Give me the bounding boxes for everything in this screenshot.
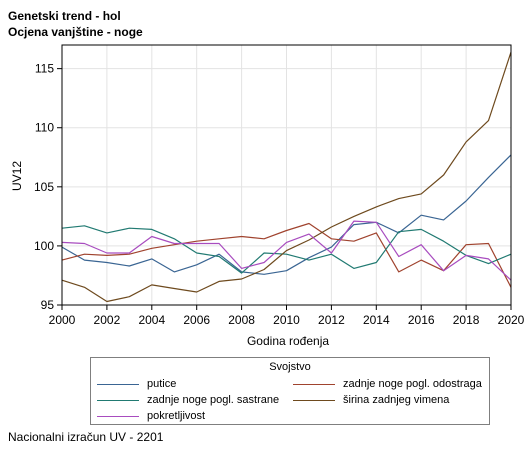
x-tick-label: 2014 [363, 313, 390, 327]
x-tick-label: 2002 [94, 313, 121, 327]
series-line-zadnje-noge-pogl-sastrane [61, 225, 512, 274]
legend-swatch [97, 415, 139, 417]
line-chart: 2000 2002 2004 2006 2008 2010 2012 2014 2016 2018… [10, 44, 525, 348]
x-tick-label: 2000 [49, 313, 76, 327]
legend-label: zadnje noge pogl. odostraga [343, 378, 482, 390]
x-tick-label: 2004 [138, 313, 165, 327]
y-tick-label: 95 [41, 298, 55, 312]
legend-label: pokretljivost [147, 410, 206, 422]
legend: Svojstvo putice zadnje noge pogl. odostra… [90, 357, 490, 425]
x-tick-label: 2006 [183, 313, 210, 327]
legend-swatch [293, 383, 335, 385]
legend-label: putice [147, 378, 177, 390]
series-lines [61, 51, 512, 303]
series-line-pokretljivost [61, 220, 512, 281]
x-axis-label: Godina rođenja [247, 334, 329, 348]
y-tick-label: 100 [34, 239, 54, 253]
grid-lines [61, 45, 512, 306]
footer-note: Nacionalni izračun UV - 2201 [8, 430, 164, 444]
legend-item: širina zadnjeg vimena [293, 394, 449, 406]
x-tick-label: 2016 [408, 313, 435, 327]
legend-label: zadnje noge pogl. sastrane [147, 394, 280, 406]
x-tick-label: 2018 [453, 313, 480, 327]
y-tick-label: 110 [35, 121, 54, 135]
legend-item: pokretljivost [97, 410, 205, 422]
x-tick-label: 2010 [273, 313, 300, 327]
legend-label: širina zadnjeg vimena [343, 394, 450, 406]
y-axis-label: UV12 [10, 161, 24, 191]
legend-item: zadnje noge pogl. odostraga [293, 378, 482, 390]
legend-swatch [293, 399, 335, 401]
y-tick-label: 105 [34, 180, 54, 194]
x-axis: 2000 2002 2004 2006 2008 2010 2012 2014 2016 2018… [49, 305, 525, 327]
legend-item: zadnje noge pogl. sastrane [97, 394, 279, 406]
series-line-putice [61, 154, 512, 275]
legend-swatch [97, 399, 139, 401]
legend-title: Svojstvo [269, 361, 311, 373]
series-line--irina-zadnjeg-vimena [61, 51, 512, 303]
x-tick-label: 2012 [318, 313, 345, 327]
chart-title: Genetski trend - hol [8, 9, 121, 23]
chart-subtitle: Ocjena vanjštine - noge [8, 25, 143, 39]
series-line-zadnje-noge-pogl-odostraga [61, 222, 512, 288]
x-tick-label: 2008 [228, 313, 255, 327]
x-tick-label: 2020 [498, 313, 525, 327]
y-axis: 95 100 105 110 115 [34, 62, 62, 312]
legend-item: putice [97, 378, 176, 390]
legend-swatch [97, 383, 139, 385]
y-tick-label: 115 [35, 62, 54, 76]
